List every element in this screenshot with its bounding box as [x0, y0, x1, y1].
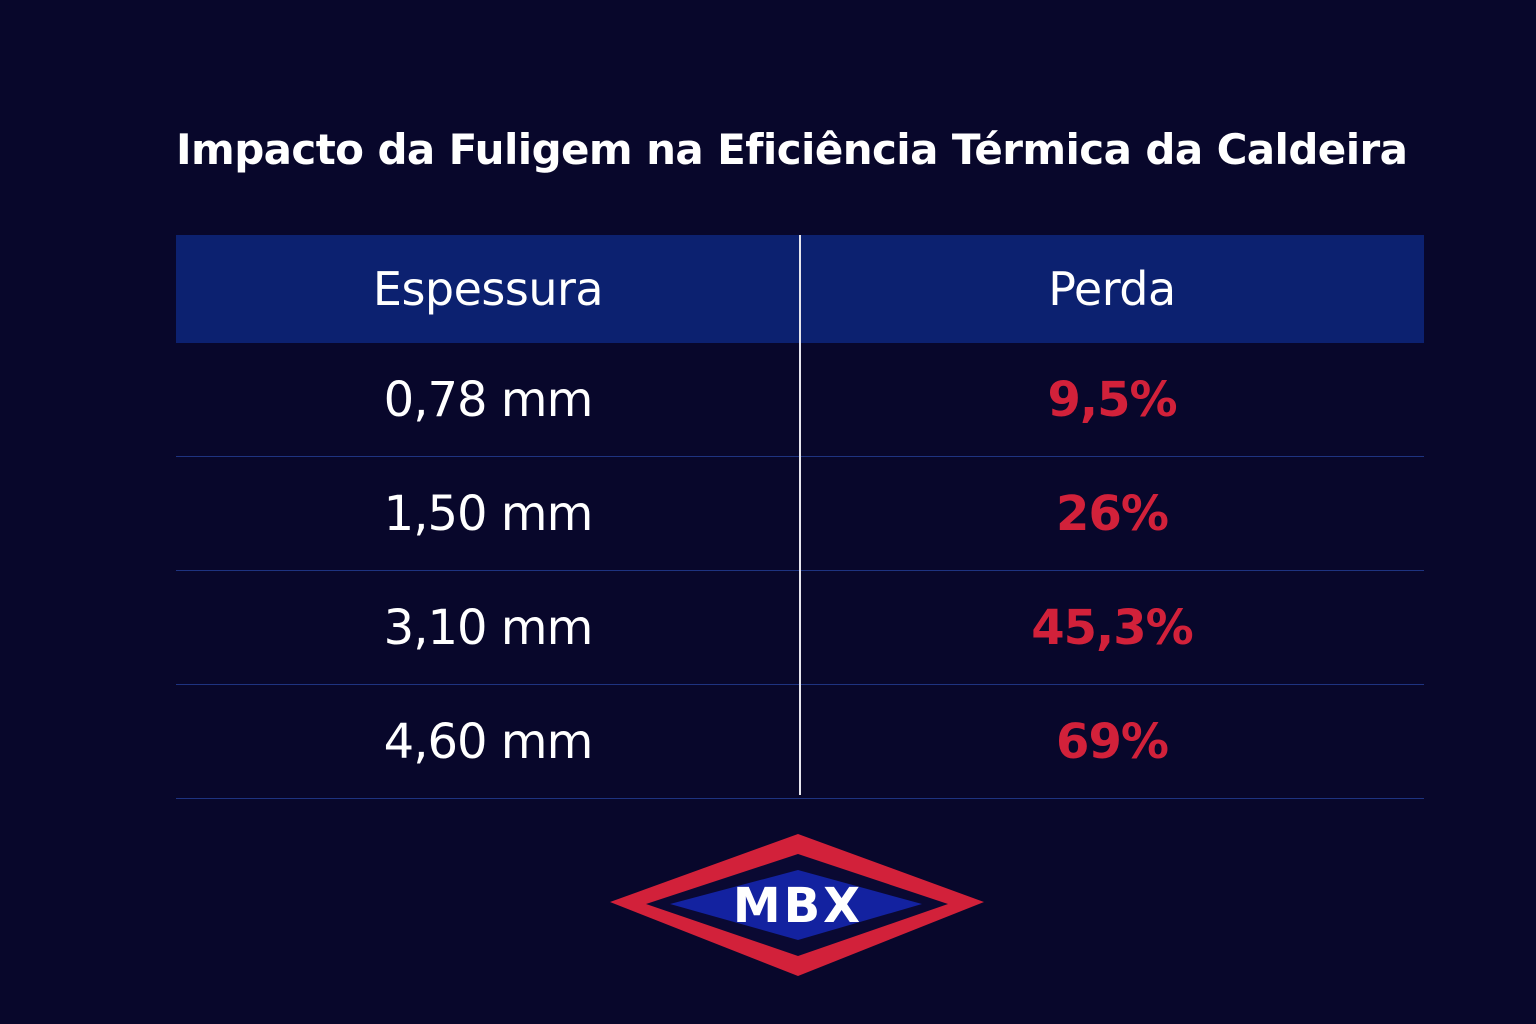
loss-cell: 26% — [1056, 485, 1169, 542]
column-header-thickness: Espessura — [372, 262, 604, 316]
column-header-loss: Perda — [1048, 262, 1176, 316]
column-divider — [799, 235, 801, 795]
logo-text: MBX — [733, 878, 863, 934]
loss-cell: 69% — [1056, 713, 1169, 770]
mbx-logo: MBX — [610, 834, 984, 976]
logo-blue-center — [670, 870, 922, 940]
thickness-cell: 4,60 mm — [383, 713, 594, 770]
chart-title: Impacto da Fuligem na Eficiência Térmica… — [176, 125, 1408, 174]
table-row: 0,78 mm 9,5% — [176, 343, 1424, 457]
thickness-cell: 0,78 mm — [383, 371, 594, 428]
loss-cell: 45,3% — [1031, 599, 1194, 656]
thickness-cell: 3,10 mm — [383, 599, 594, 656]
table-row: 4,60 mm 69% — [176, 685, 1424, 799]
loss-cell: 9,5% — [1047, 371, 1177, 428]
thickness-cell: 1,50 mm — [383, 485, 594, 542]
